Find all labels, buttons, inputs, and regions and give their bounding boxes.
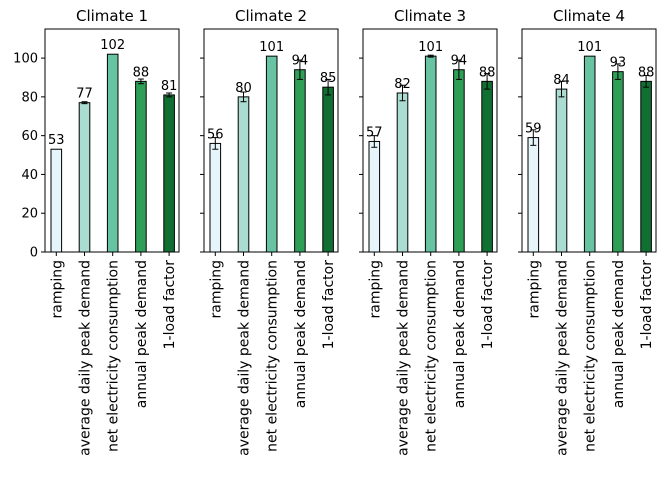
x-tick-label: ramping (526, 260, 542, 319)
bar (265, 55, 278, 253)
x-tick-label: net electricity consumption (424, 260, 440, 452)
x-tick-label: average daily peak demand (78, 260, 94, 456)
y-tick-label: 60 (21, 129, 38, 144)
data-label: 84 (553, 73, 570, 88)
panel-2: Climate 2 56 ramping 80 average daily peak d… (200, 7, 339, 456)
x-tick-label: net electricity consumption (265, 260, 281, 452)
x-tick-label: ramping (208, 260, 224, 319)
data-label: 88 (479, 65, 496, 80)
bar (640, 80, 652, 253)
bar (50, 148, 63, 253)
data-label: 88 (133, 65, 150, 80)
data-label: 93 (610, 56, 627, 71)
data-label: 101 (418, 40, 443, 55)
panel-title: Climate 4 (553, 7, 625, 25)
data-label: 88 (638, 65, 655, 80)
data-label: 56 (207, 127, 224, 142)
x-tick-label: 1-load factor (639, 260, 655, 350)
panel-title: Climate 2 (235, 7, 307, 25)
data-label: 57 (366, 125, 383, 140)
bar (555, 88, 568, 253)
data-label: 94 (292, 54, 309, 69)
bar (481, 80, 493, 253)
x-tick-label: annual peak demand (134, 260, 150, 408)
bar (612, 71, 624, 253)
x-tick-label: 1-load factor (321, 260, 337, 350)
bar (135, 80, 147, 253)
plot-frame (203, 28, 339, 253)
bar (368, 140, 381, 253)
y-tick-label: 0 (30, 246, 38, 261)
bar (396, 92, 409, 253)
x-tick-label: annual peak demand (611, 260, 627, 408)
x-tick-label: 1-load factor (162, 260, 178, 350)
data-label: 59 (525, 122, 542, 137)
bar (209, 142, 222, 253)
x-tick-label: ramping (367, 260, 383, 319)
plot-frame (44, 28, 180, 253)
bar (163, 94, 175, 253)
x-tick-label: average daily peak demand (396, 260, 412, 456)
data-label: 94 (451, 54, 468, 69)
panel-title: Climate 1 (76, 7, 148, 25)
bar (106, 53, 119, 253)
data-label: 101 (577, 40, 602, 55)
x-tick-label: annual peak demand (293, 260, 309, 408)
panel-4: Climate 4 59 ramping 84 average daily peak d… (518, 7, 657, 456)
plot-frame (362, 28, 498, 253)
plot-frame (521, 28, 657, 253)
data-label: 53 (48, 133, 65, 148)
x-tick-label: net electricity consumption (106, 260, 122, 452)
panel-3: Climate 3 57 ramping 82 average daily peak d… (359, 7, 498, 456)
y-tick-label: 20 (21, 207, 38, 222)
bar (237, 96, 250, 253)
data-label: 101 (259, 40, 284, 55)
x-tick-label: ramping (49, 260, 65, 319)
x-tick-label: average daily peak demand (237, 260, 253, 456)
x-tick-label: net electricity consumption (583, 260, 599, 452)
data-label: 85 (320, 71, 337, 86)
data-label: 77 (76, 87, 93, 102)
y-tick-label: 100 (13, 52, 38, 67)
bar (78, 102, 91, 253)
bar (453, 69, 465, 253)
bar (527, 137, 540, 253)
x-tick-label: average daily peak demand (555, 260, 571, 456)
panel-title: Climate 3 (394, 7, 466, 25)
bar (294, 69, 306, 253)
x-tick-label: 1-load factor (480, 260, 496, 350)
y-tick-label: 80 (21, 90, 38, 105)
data-label: 80 (235, 81, 252, 96)
data-label: 82 (394, 77, 411, 92)
bar (322, 86, 334, 253)
data-label: 102 (100, 38, 125, 53)
bar (583, 55, 596, 253)
x-tick-label: annual peak demand (452, 260, 468, 408)
panel-1: Climate 1 53 ramping 77 average daily peak d… (13, 7, 180, 456)
y-tick-label: 40 (21, 168, 38, 183)
bar (424, 55, 437, 253)
data-label: 81 (161, 79, 178, 94)
